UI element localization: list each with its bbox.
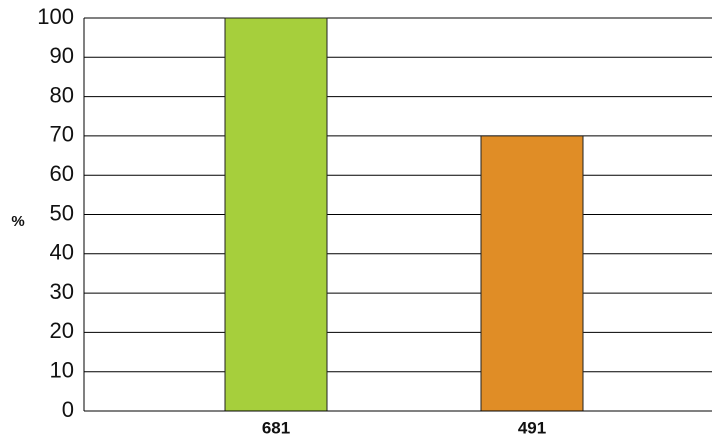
y-tick-label: 90 <box>50 43 74 68</box>
y-tick-label: 30 <box>50 279 74 304</box>
y-tick-label: 80 <box>50 82 74 107</box>
bar-681 <box>224 17 328 412</box>
y-tick-label: 0 <box>62 397 74 422</box>
x-category-label: 491 <box>518 418 546 437</box>
y-tick-label: 60 <box>50 161 74 186</box>
y-tick-label: 10 <box>50 358 74 383</box>
y-axis-label: % <box>11 213 24 230</box>
x-category-labels: 681 491 <box>262 418 546 437</box>
y-tick-label: 20 <box>50 318 74 343</box>
y-tick-label: 40 <box>50 240 74 265</box>
bar-491 <box>480 135 584 412</box>
y-tick-labels: 0 10 20 30 40 50 60 70 80 90 100 <box>37 4 74 422</box>
bars <box>224 17 584 412</box>
y-tick-label: 100 <box>37 4 74 29</box>
x-category-label: 681 <box>262 418 290 437</box>
axes <box>83 18 712 412</box>
gridlines <box>84 17 712 373</box>
y-tick-label: 50 <box>50 200 74 225</box>
y-tick-label: 70 <box>50 122 74 147</box>
